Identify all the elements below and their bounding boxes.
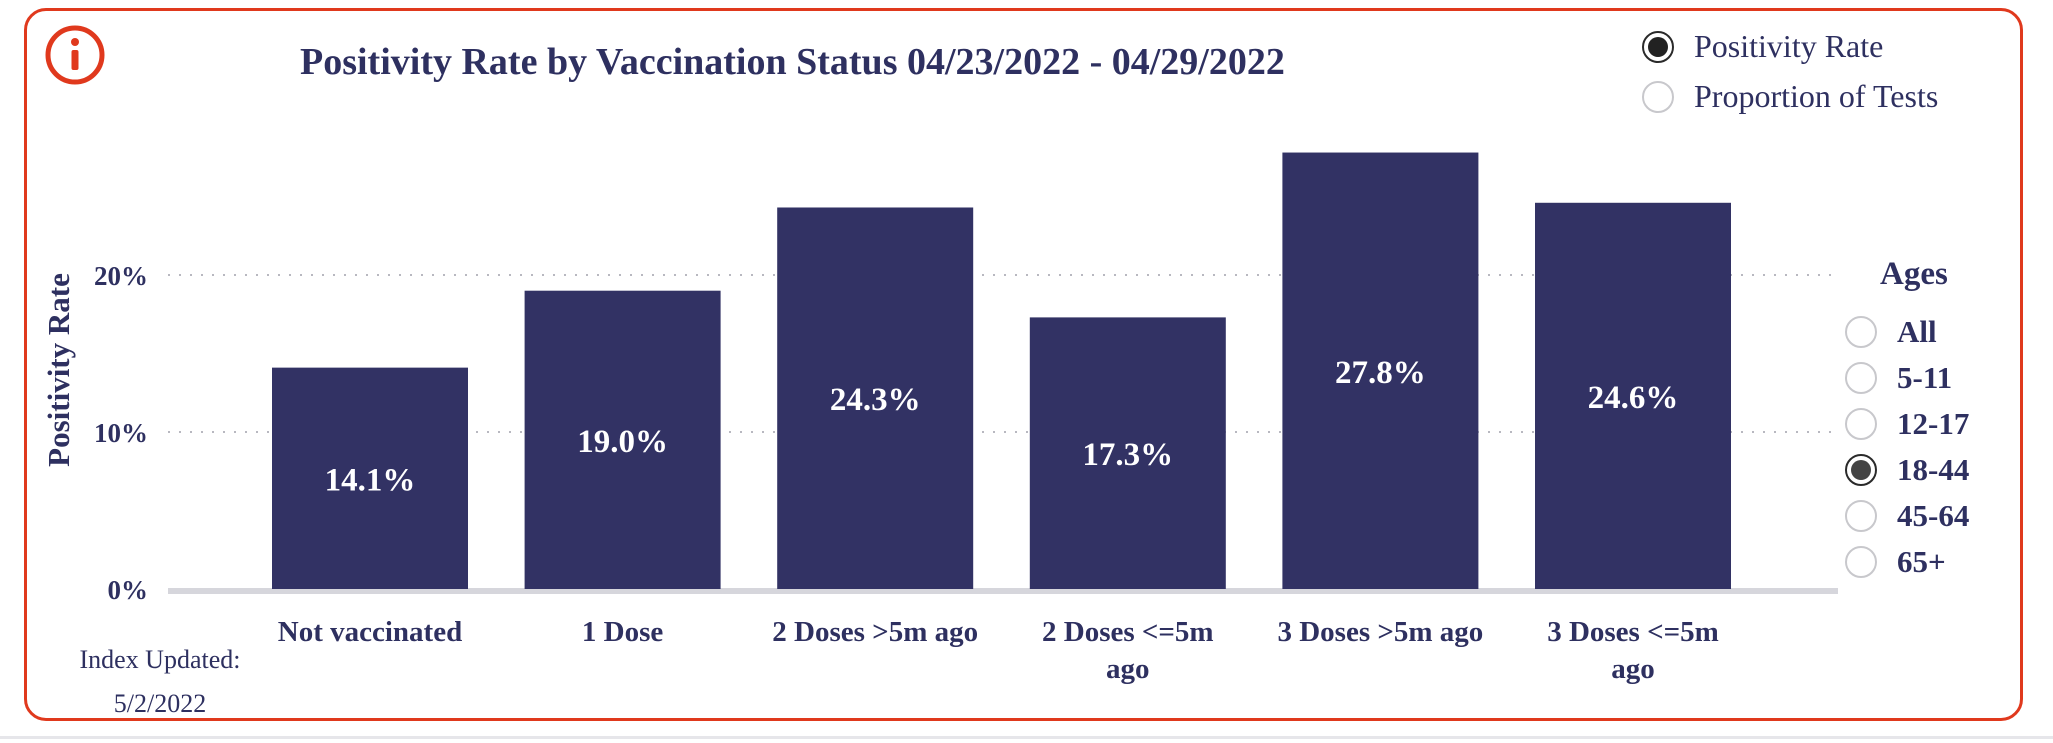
divider (0, 736, 2053, 739)
radio-unselected-icon[interactable] (1845, 362, 1877, 394)
x-tick-label: ago (1611, 653, 1655, 685)
radio-unselected-icon[interactable] (1845, 316, 1877, 348)
age-option-label: 12-17 (1897, 406, 1970, 441)
age-option-all[interactable]: All (1845, 314, 1937, 350)
chart-title: Positivity Rate by Vaccination Status 04… (300, 41, 1285, 83)
x-tick-label: 1 Dose (582, 616, 663, 648)
card-frame (24, 8, 2023, 721)
data-label: 24.6% (1588, 380, 1679, 416)
age-option-12-17[interactable]: 12-17 (1845, 406, 1969, 442)
age-option-18-44[interactable]: 18-44 (1845, 452, 1969, 488)
x-tick-label: Not vaccinated (278, 616, 462, 648)
data-label: 14.1% (325, 462, 416, 498)
radio-selected-icon[interactable] (1845, 454, 1877, 486)
x-tick-label: 3 Doses <=5m (1547, 616, 1719, 648)
radio-unselected-icon[interactable] (1642, 80, 1674, 113)
bar (1535, 202, 1731, 589)
age-option-label: 45-64 (1897, 498, 1970, 533)
data-label: 24.3% (830, 382, 921, 418)
y-tick-label: 20% (94, 261, 148, 291)
radio-selected-icon[interactable] (1642, 30, 1674, 63)
x-tick-label: ago (1106, 653, 1150, 685)
radio-unselected-icon[interactable] (1845, 546, 1877, 578)
y-axis-title: Positivity Rate (41, 273, 76, 467)
x-tick-label: 2 Doses >5m ago (772, 616, 978, 648)
age-option-label: All (1897, 314, 1937, 349)
bar (524, 290, 721, 589)
info-icon[interactable] (44, 24, 106, 86)
x-axis-baseline (168, 588, 1838, 594)
bar (1029, 317, 1226, 589)
age-option-65-plus[interactable]: 65+ (1845, 544, 1946, 580)
metric-option-positivity-rate[interactable]: Positivity Rate (1642, 28, 1883, 65)
index-updated-label: Index Updated: (79, 645, 241, 674)
data-label: 19.0% (577, 424, 668, 460)
bar (777, 207, 974, 590)
metric-option-label: Proportion of Tests (1694, 78, 1939, 114)
metric-option-proportion-of-tests[interactable]: Proportion of Tests (1642, 78, 1938, 115)
y-tick-label: 0% (108, 575, 149, 605)
metric-option-label: Positivity Rate (1694, 28, 1884, 64)
age-option-5-11[interactable]: 5-11 (1845, 360, 1952, 396)
age-option-label: 18-44 (1897, 452, 1970, 487)
y-tick-label: 10% (94, 418, 148, 448)
age-option-45-64[interactable]: 45-64 (1845, 498, 1969, 534)
x-tick-label: 2 Doses <=5m (1042, 616, 1214, 648)
ages-title: Ages (1880, 256, 1948, 292)
data-label: 27.8% (1335, 355, 1426, 391)
bar (1282, 152, 1479, 590)
index-updated-date: 5/2/2022 (113, 689, 207, 718)
radio-unselected-icon[interactable] (1845, 408, 1877, 440)
x-tick-label: 3 Doses >5m ago (1277, 616, 1483, 648)
data-label: 17.3% (1082, 437, 1173, 473)
radio-unselected-icon[interactable] (1845, 500, 1877, 532)
bar (272, 367, 468, 589)
age-option-label: 65+ (1897, 544, 1946, 579)
age-option-label: 5-11 (1897, 360, 1953, 395)
